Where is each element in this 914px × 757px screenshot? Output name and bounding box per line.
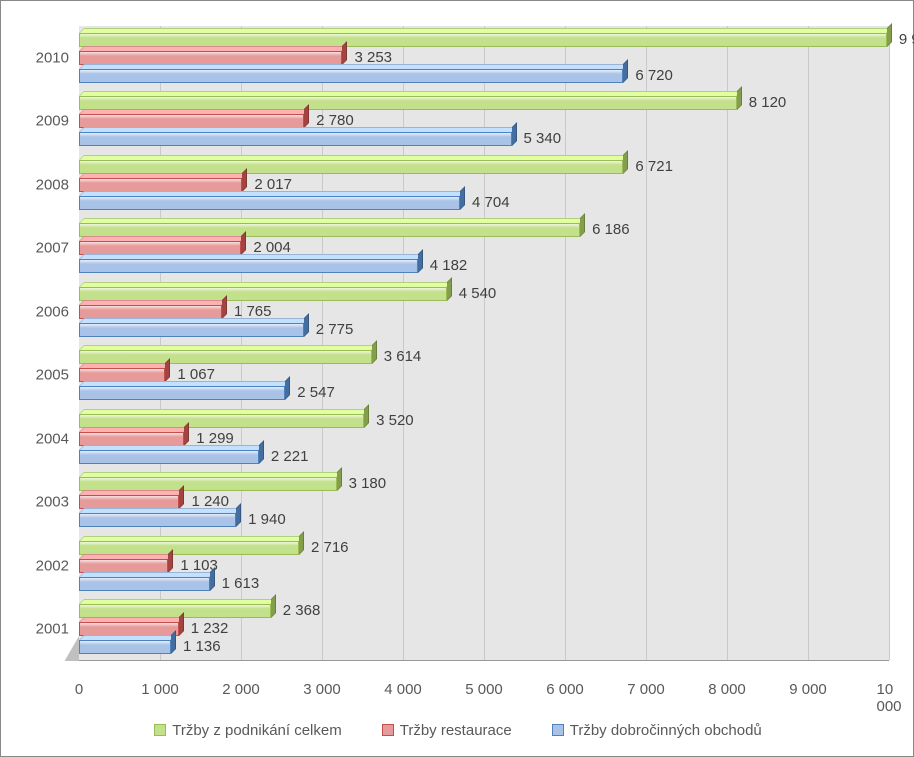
legend-swatch (552, 724, 564, 736)
y-category-label: 2008 (15, 176, 69, 193)
bars-layer: 9 9733 2536 7208 1202 7805 3406 7212 017… (79, 26, 889, 660)
bar-value-label: 1 613 (222, 575, 260, 592)
legend-item-celkem: Tržby z podnikání celkem (154, 722, 342, 739)
bar-value-label: 6 720 (635, 67, 673, 84)
bar-value-label: 9 973 (899, 31, 914, 48)
bar-value-label: 1 136 (183, 638, 221, 655)
gridline (889, 26, 890, 660)
bar-obchody (79, 577, 210, 591)
bar-value-label: 3 520 (376, 412, 414, 429)
bar-restaurace (79, 51, 342, 65)
y-axis-labels: 2010 2009 2008 2007 2006 2005 2004 2003 2002 2001 (15, 26, 75, 661)
bar-value-label: 4 540 (459, 285, 497, 302)
legend-label: Tržby restaurace (400, 722, 512, 739)
legend-item-obchody: Tržby dobročinných obchodů (552, 722, 762, 739)
plot-area-wrapper: 9 9733 2536 7208 1202 7805 3406 7212 017… (15, 15, 901, 705)
x-axis-labels: 01 0002 0003 0004 0005 0006 0007 0008 00… (79, 675, 889, 705)
x-tick-label: 6 000 (546, 681, 584, 698)
bar-value-label: 2 221 (271, 448, 309, 465)
legend-label: Tržby dobročinných obchodů (570, 722, 762, 739)
y-category-label: 2005 (15, 367, 69, 384)
bar-obchody (79, 196, 460, 210)
bar-celkem (79, 541, 299, 555)
bar-obchody (79, 69, 623, 83)
legend-label: Tržby z podnikání celkem (172, 722, 342, 739)
bar-obchody (79, 386, 285, 400)
x-tick-label: 9 000 (789, 681, 827, 698)
plot-area: 9 9733 2536 7208 1202 7805 3406 7212 017… (79, 26, 889, 661)
y-category-label: 2001 (15, 621, 69, 638)
y-category-label: 2009 (15, 113, 69, 130)
bar-obchody (79, 259, 418, 273)
bar-value-label: 2 547 (297, 384, 335, 401)
x-tick-label: 7 000 (627, 681, 665, 698)
legend-swatch (154, 724, 166, 736)
x-tick-label: 5 000 (465, 681, 503, 698)
bar-value-label: 4 182 (430, 257, 468, 274)
bar-value-label: 3 180 (349, 475, 387, 492)
bar-obchody (79, 323, 304, 337)
bar-obchody (79, 640, 171, 654)
bar-obchody (79, 513, 236, 527)
x-tick-label: 10 000 (876, 681, 901, 715)
bar-celkem (79, 33, 887, 47)
bar-value-label: 6 721 (635, 158, 673, 175)
x-tick-label: 4 000 (384, 681, 422, 698)
bar-value-label: 3 614 (384, 348, 422, 365)
y-category-label: 2010 (15, 49, 69, 66)
y-category-label: 2004 (15, 430, 69, 447)
legend-item-restaurace: Tržby restaurace (382, 722, 512, 739)
y-category-label: 2002 (15, 557, 69, 574)
bar-restaurace (79, 559, 168, 573)
bar-celkem (79, 160, 623, 174)
bar-celkem (79, 287, 447, 301)
bar-obchody (79, 132, 512, 146)
bar-value-label: 2 775 (316, 321, 354, 338)
bar-value-label: 8 120 (749, 94, 787, 111)
x-tick-label: 3 000 (303, 681, 341, 698)
chart-container: 9 9733 2536 7208 1202 7805 3406 7212 017… (0, 0, 914, 757)
bar-restaurace (79, 432, 184, 446)
x-tick-label: 1 000 (141, 681, 179, 698)
bar-value-label: 6 186 (592, 221, 630, 238)
y-category-label: 2006 (15, 303, 69, 320)
bar-restaurace (79, 305, 222, 319)
bar-obchody (79, 450, 259, 464)
y-category-label: 2007 (15, 240, 69, 257)
bar-value-label: 4 704 (472, 194, 510, 211)
bar-celkem (79, 414, 364, 428)
bar-value-label: 5 340 (524, 130, 562, 147)
bar-value-label: 2 368 (283, 602, 321, 619)
bar-value-label: 2 716 (311, 539, 349, 556)
bar-value-label: 1 940 (248, 511, 286, 528)
x-tick-label: 2 000 (222, 681, 260, 698)
legend: Tržby z podnikání celkem Tržby restaurace… (15, 712, 901, 748)
y-category-label: 2003 (15, 494, 69, 511)
bar-restaurace (79, 178, 242, 192)
x-tick-label: 8 000 (708, 681, 746, 698)
x-tick-label: 0 (75, 681, 83, 698)
legend-swatch (382, 724, 394, 736)
bar-value-label: 1 232 (191, 620, 229, 637)
